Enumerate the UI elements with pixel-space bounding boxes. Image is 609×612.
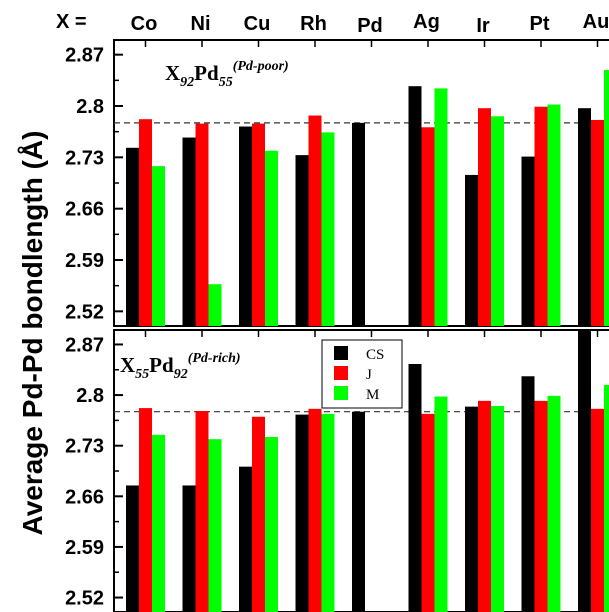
bar-m-rh bbox=[321, 132, 335, 326]
bar-j-cu bbox=[252, 416, 265, 612]
bar-j-cu bbox=[252, 123, 265, 326]
category-label-rh: Rh bbox=[300, 13, 327, 35]
bar-m-co bbox=[152, 434, 165, 612]
panel-title-pd-rich: X55Pd92(Pd-rich) bbox=[120, 351, 241, 382]
bar-cs-pt bbox=[521, 156, 535, 326]
bar-cs-au bbox=[578, 108, 591, 326]
bar-m-pt bbox=[547, 395, 561, 612]
category-label-cu: Cu bbox=[244, 13, 271, 35]
bar-cs-ir bbox=[465, 174, 478, 326]
legend-label-j: J bbox=[366, 367, 372, 383]
y-tick-label: 2.73 bbox=[65, 147, 104, 169]
bar-cs-rh bbox=[295, 414, 309, 612]
category-label-au: Au bbox=[583, 11, 609, 33]
bar-j-ir bbox=[478, 400, 491, 612]
bar-j-rh bbox=[308, 115, 322, 327]
y-tick-label: 2.52 bbox=[65, 588, 104, 610]
bar-m-cu bbox=[265, 437, 278, 612]
bar-cs-ir bbox=[465, 406, 478, 612]
bar-j-pt bbox=[534, 400, 548, 612]
category-label-ag: Ag bbox=[413, 11, 440, 33]
bar-cs-pt bbox=[521, 376, 535, 612]
y-tick-label: 2.66 bbox=[65, 199, 104, 221]
bar-cs-au bbox=[578, 330, 591, 612]
bar-m-ir bbox=[491, 116, 504, 327]
y-tick-label: 2.59 bbox=[65, 537, 104, 559]
category-labels: Co Ni Cu Rh Pd Ag Ir Pt Au bbox=[131, 11, 609, 37]
bar-cs-co bbox=[126, 147, 139, 326]
bar-m-cu bbox=[265, 150, 278, 326]
panel-pd-rich: 2.52 2.59 2.66 2.73 2.8 2.87 bbox=[65, 329, 609, 612]
bar-cs-pd bbox=[352, 122, 365, 326]
bar-m-rh bbox=[321, 413, 335, 612]
bar-j-au bbox=[591, 408, 604, 612]
bar-cs-ag bbox=[408, 86, 422, 326]
bar-cs-ag bbox=[408, 363, 422, 612]
legend: CS J M bbox=[321, 339, 403, 409]
legend-swatch-m bbox=[334, 386, 348, 400]
bar-m-au bbox=[604, 70, 609, 326]
legend-swatch-cs bbox=[334, 346, 348, 360]
bar-cs-cu bbox=[239, 126, 252, 327]
bar-j-ir bbox=[478, 108, 491, 326]
legend-swatch-j bbox=[334, 366, 348, 380]
y-tick-label: 2.59 bbox=[65, 250, 104, 272]
category-label-ir: Ir bbox=[476, 15, 490, 37]
bar-m-ag bbox=[434, 396, 448, 612]
bar-cs-rh bbox=[295, 155, 309, 326]
bar-j-au bbox=[591, 119, 604, 326]
bar-j-ag bbox=[421, 127, 435, 327]
bar-j-ni bbox=[195, 410, 209, 612]
y-tick-label: 2.66 bbox=[65, 486, 104, 508]
bar-cs-co bbox=[126, 485, 139, 612]
bar-cs-pd bbox=[352, 411, 365, 612]
bar-j-pt bbox=[534, 106, 548, 326]
x-prefix: X = bbox=[56, 11, 87, 33]
category-label-co: Co bbox=[131, 13, 158, 35]
bar-j-ag bbox=[421, 413, 435, 612]
bar-m-co bbox=[152, 166, 165, 326]
bar-j-rh bbox=[308, 408, 322, 612]
y-axis-label: Average Pd-Pd bondlength (Å) bbox=[17, 131, 48, 536]
legend-label-cs: CS bbox=[366, 347, 384, 363]
category-label-ni: Ni bbox=[191, 13, 211, 35]
y-tick-label: 2.87 bbox=[65, 45, 104, 67]
legend-label-m: M bbox=[366, 387, 379, 403]
y-tick-label: 2.8 bbox=[76, 96, 104, 118]
y-tick-label: 2.8 bbox=[76, 385, 104, 407]
bar-m-au bbox=[604, 384, 609, 612]
category-label-pt: Pt bbox=[530, 13, 550, 35]
bar-m-ir bbox=[491, 405, 504, 612]
category-label-pd: Pd bbox=[357, 15, 383, 37]
bar-m-ni bbox=[208, 284, 222, 326]
panel-pd-poor: 2.52 2.59 2.66 2.73 2.8 2.87 bbox=[65, 39, 609, 327]
bar-cs-cu bbox=[239, 466, 252, 612]
y-tick-label: 2.52 bbox=[65, 301, 104, 323]
bar-j-co bbox=[139, 408, 152, 612]
bar-m-pt bbox=[547, 104, 561, 327]
bar-m-ag bbox=[434, 88, 448, 327]
panel-title-pd-poor: X92Pd55(Pd-poor) bbox=[165, 59, 289, 90]
bar-cs-ni bbox=[182, 485, 196, 612]
y-tick-label: 2.87 bbox=[65, 334, 104, 356]
bar-j-ni bbox=[195, 123, 209, 326]
y-tick-label: 2.73 bbox=[65, 436, 104, 458]
bar-j-co bbox=[139, 119, 152, 326]
bar-cs-ni bbox=[182, 137, 196, 326]
bar-m-ni bbox=[208, 439, 222, 612]
